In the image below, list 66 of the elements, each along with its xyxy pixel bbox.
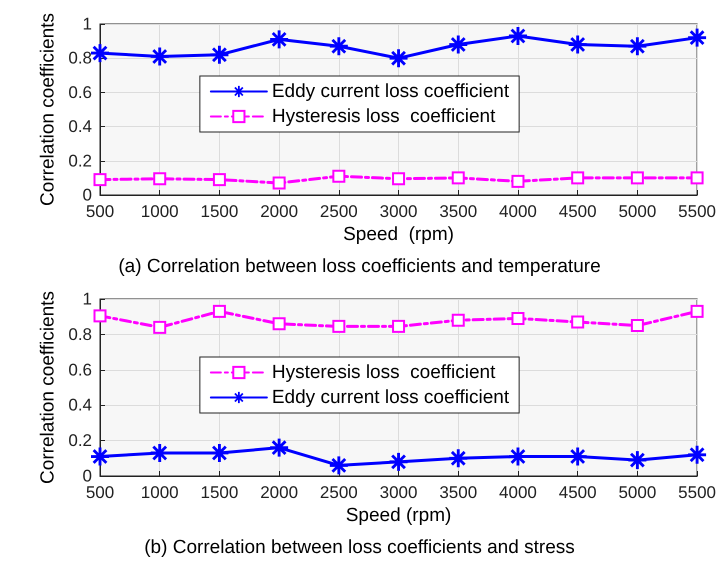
- point: [272, 317, 286, 330]
- y-tick-label: 0.2: [68, 431, 92, 450]
- x-tick-label: 1500: [200, 483, 238, 502]
- point: [690, 304, 704, 318]
- point: [392, 320, 406, 333]
- x-tick-label: 5000: [618, 202, 656, 221]
- x-tick-label: 3000: [380, 202, 418, 221]
- point: [511, 174, 524, 188]
- y-tick-label: 1: [82, 290, 92, 308]
- point: [212, 173, 226, 186]
- point: [212, 304, 226, 318]
- point: [630, 319, 644, 332]
- point: [94, 309, 106, 322]
- point: [511, 312, 524, 325]
- y-tick-label: 0.8: [68, 48, 92, 68]
- x-axis-title: Speed (rpm): [343, 224, 454, 245]
- legend-label: Hysteresis loss coefficient: [272, 362, 496, 383]
- point: [332, 170, 346, 183]
- point: [630, 171, 644, 184]
- x-tick-label: 4000: [499, 202, 537, 221]
- y-tick-label: 0.4: [68, 117, 92, 136]
- x-tick-label: 2000: [260, 202, 298, 221]
- y-tick-label: 0.6: [68, 82, 92, 102]
- x-tick-label: 4000: [499, 483, 537, 502]
- point: [690, 171, 704, 184]
- x-tick-label: 3500: [439, 202, 478, 221]
- x-tick-label: 4500: [558, 202, 597, 221]
- y-tick-label: 1: [82, 14, 92, 34]
- x-axis-title: Speed (rpm): [346, 505, 452, 526]
- text: (b) Correlation between loss coefficients and stress: [144, 537, 575, 558]
- x-tick-label: 1500: [200, 202, 238, 221]
- y-tick-label: 0.8: [68, 324, 92, 344]
- x-tick-label: 1000: [140, 483, 179, 502]
- point: [153, 172, 166, 186]
- point: [272, 176, 286, 190]
- y-axis-title: Correlation coefficients: [37, 13, 58, 206]
- y-axis-title: Correlation coefficients: [37, 291, 58, 484]
- legend-label: Eddy current loss coefficient: [272, 81, 510, 102]
- x-tick-label: 5500: [678, 202, 716, 221]
- x-tick-label: 500: [86, 202, 114, 221]
- point: [452, 171, 465, 184]
- x-tick-label: 2500: [320, 202, 358, 221]
- x-tick-label: 500: [86, 483, 114, 502]
- point: [153, 320, 166, 334]
- x-tick-label: 3500: [439, 483, 478, 502]
- y-tick-label: 0: [82, 186, 92, 204]
- x-tick-label: 2500: [320, 483, 358, 502]
- legend-label: Hysteresis loss coefficient: [272, 106, 496, 127]
- y-tick-label: 0.2: [68, 151, 92, 170]
- point: [571, 316, 584, 329]
- point: [392, 172, 406, 186]
- point: [94, 173, 106, 186]
- point: [452, 314, 465, 327]
- point: [571, 171, 584, 184]
- legend-label: Eddy current loss coefficient: [272, 387, 510, 408]
- x-tick-label: 3000: [380, 483, 418, 502]
- text: (a) Correlation between loss coefficients and temperature: [118, 256, 601, 277]
- point: [332, 320, 346, 333]
- x-tick-label: 5500: [678, 483, 716, 502]
- x-tick-label: 2000: [260, 483, 298, 502]
- y-tick-label: 0.6: [68, 360, 92, 380]
- y-tick-label: 0: [82, 466, 92, 486]
- x-tick-label: 1000: [140, 202, 179, 221]
- x-tick-label: 4500: [558, 483, 597, 502]
- x-tick-label: 5000: [618, 483, 656, 502]
- y-tick-label: 0.4: [68, 396, 92, 415]
